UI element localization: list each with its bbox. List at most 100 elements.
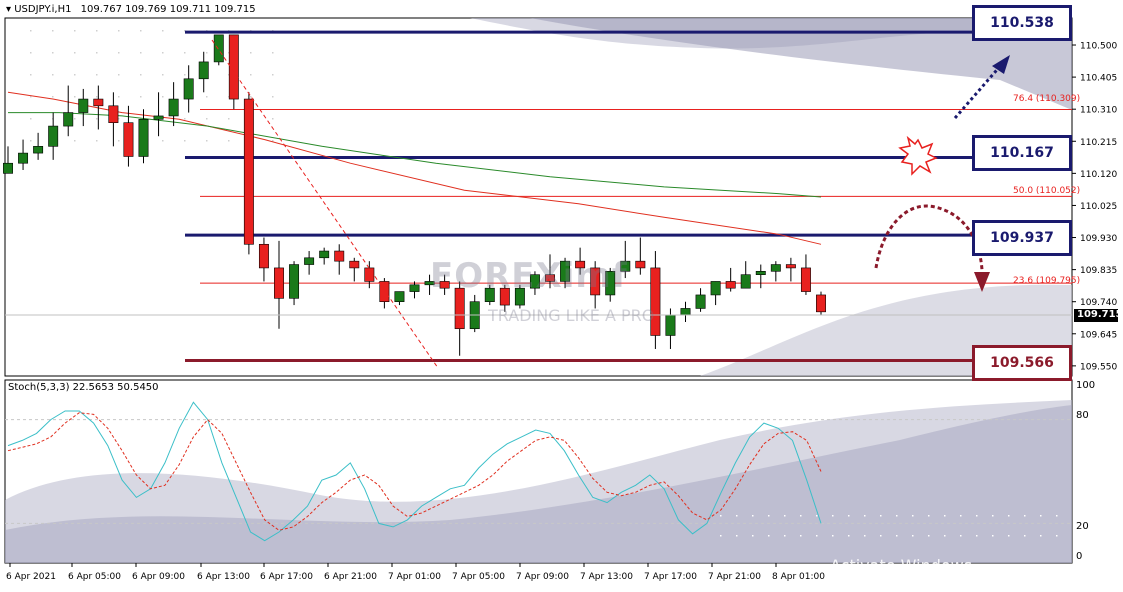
- grid-dot: [140, 30, 142, 32]
- grid-dot: [784, 535, 786, 537]
- grid-dot: [162, 52, 164, 54]
- candle-body: [740, 274, 751, 289]
- grid-dot: [162, 96, 164, 98]
- candle-body: [545, 274, 555, 282]
- candle-body: [48, 125, 59, 147]
- candle-body: [499, 287, 510, 306]
- candle-body: [108, 105, 119, 123]
- grid-dot: [880, 535, 882, 537]
- level-box-110538: 110.538: [972, 5, 1072, 41]
- x-tick-label: 6 Apr 05:00: [68, 572, 121, 582]
- candle-body: [138, 119, 149, 157]
- grid-dot: [30, 74, 32, 76]
- grid-dot: [250, 96, 252, 98]
- grid-dot: [162, 140, 164, 142]
- candles: [3, 34, 826, 356]
- candle-body: [454, 287, 465, 330]
- grid-dot: [118, 30, 120, 32]
- candle-body: [695, 294, 706, 309]
- candle-body: [620, 260, 631, 272]
- candle-body: [635, 260, 646, 269]
- grid-dot: [1040, 535, 1042, 537]
- grid-dot: [864, 515, 866, 517]
- ma-slow-line: [8, 112, 822, 198]
- grid-dot: [864, 535, 866, 537]
- candle-body: [575, 260, 586, 269]
- grid-dot: [272, 140, 274, 142]
- candle-body: [665, 314, 676, 336]
- grid-dot: [944, 515, 946, 517]
- grid-dot: [30, 118, 32, 120]
- grid-dot: [118, 118, 120, 120]
- os-activation-line2: Go to Settings to activate Windows.: [830, 577, 1063, 592]
- candle-body: [18, 152, 29, 164]
- candle-body: [198, 61, 209, 80]
- grid-dot: [848, 515, 850, 517]
- y-tick-label: 110.025: [1080, 202, 1117, 212]
- grid-dot: [944, 535, 946, 537]
- grid-dot: [1008, 515, 1010, 517]
- candle-body: [605, 271, 616, 296]
- grid-dot: [228, 74, 230, 76]
- candle-body: [529, 274, 540, 289]
- grid-dot: [736, 535, 738, 537]
- stoch-level-20: 20: [1076, 521, 1089, 532]
- grid-dot: [118, 52, 120, 54]
- grid-dot: [800, 515, 802, 517]
- grid-dot: [30, 140, 32, 142]
- grid-dot: [928, 535, 930, 537]
- grid-dot: [206, 52, 208, 54]
- bg-wave-top2: [530, 18, 1072, 110]
- grid-dot: [96, 30, 98, 32]
- x-tick-label: 7 Apr 09:00: [516, 572, 569, 582]
- star-burst-icon: [898, 135, 938, 176]
- fib-764-label: 76.4 (110.309): [1013, 94, 1081, 104]
- grid-dot: [30, 52, 32, 54]
- grid-dot: [752, 535, 754, 537]
- curve-arrow-line: [874, 204, 984, 271]
- grid-dot: [784, 515, 786, 517]
- grid-dot: [272, 96, 274, 98]
- grid-dot: [960, 515, 962, 517]
- y-tick-label: 110.500: [1080, 42, 1117, 52]
- candle-body: [484, 287, 495, 302]
- candle-body: [289, 264, 300, 299]
- grid-dot: [96, 96, 98, 98]
- moving-averages: [7, 91, 822, 245]
- grid-dot: [272, 118, 274, 120]
- candle-body: [3, 162, 13, 174]
- grid-dot: [800, 535, 802, 537]
- candle-body: [785, 264, 796, 269]
- candle-body: [93, 98, 104, 107]
- grid-dot: [768, 515, 770, 517]
- grid-dot: [768, 535, 770, 537]
- candle-body: [183, 78, 194, 100]
- candle-body: [334, 250, 345, 262]
- grid-dot: [976, 515, 978, 517]
- candle-body: [755, 271, 766, 275]
- dropdown-arrow-icon[interactable]: ▾: [6, 4, 12, 15]
- grid-dot: [184, 74, 186, 76]
- grid-dot: [96, 52, 98, 54]
- grid-dot: [960, 535, 962, 537]
- slogan-watermark: TRADING LIKE A PRO: [488, 306, 655, 325]
- up-arrow-icon: [992, 55, 1010, 74]
- grid-dot: [140, 74, 142, 76]
- x-tick-label: 6 Apr 2021: [6, 572, 56, 582]
- grid-dot: [206, 118, 208, 120]
- candle-body: [78, 98, 89, 113]
- stoch-level-80: 80: [1076, 410, 1089, 421]
- grid-dot: [720, 515, 722, 517]
- x-tick-label: 7 Apr 13:00: [580, 572, 633, 582]
- candle-body: [394, 291, 405, 302]
- x-tick-label: 8 Apr 01:00: [772, 572, 825, 582]
- candle-body: [650, 267, 661, 336]
- y-tick-label: 109.835: [1080, 266, 1117, 276]
- grid-dot: [162, 74, 164, 76]
- candle-body: [560, 260, 571, 282]
- level-box-110167: 110.167: [972, 135, 1072, 171]
- grid-dot: [206, 96, 208, 98]
- time-axis: 6 Apr 2021 6 Apr 05:00 6 Apr 09:00 6 Apr 13…: [6, 563, 825, 582]
- stoch-level-100: 100: [1076, 380, 1096, 391]
- grid-dot: [816, 515, 818, 517]
